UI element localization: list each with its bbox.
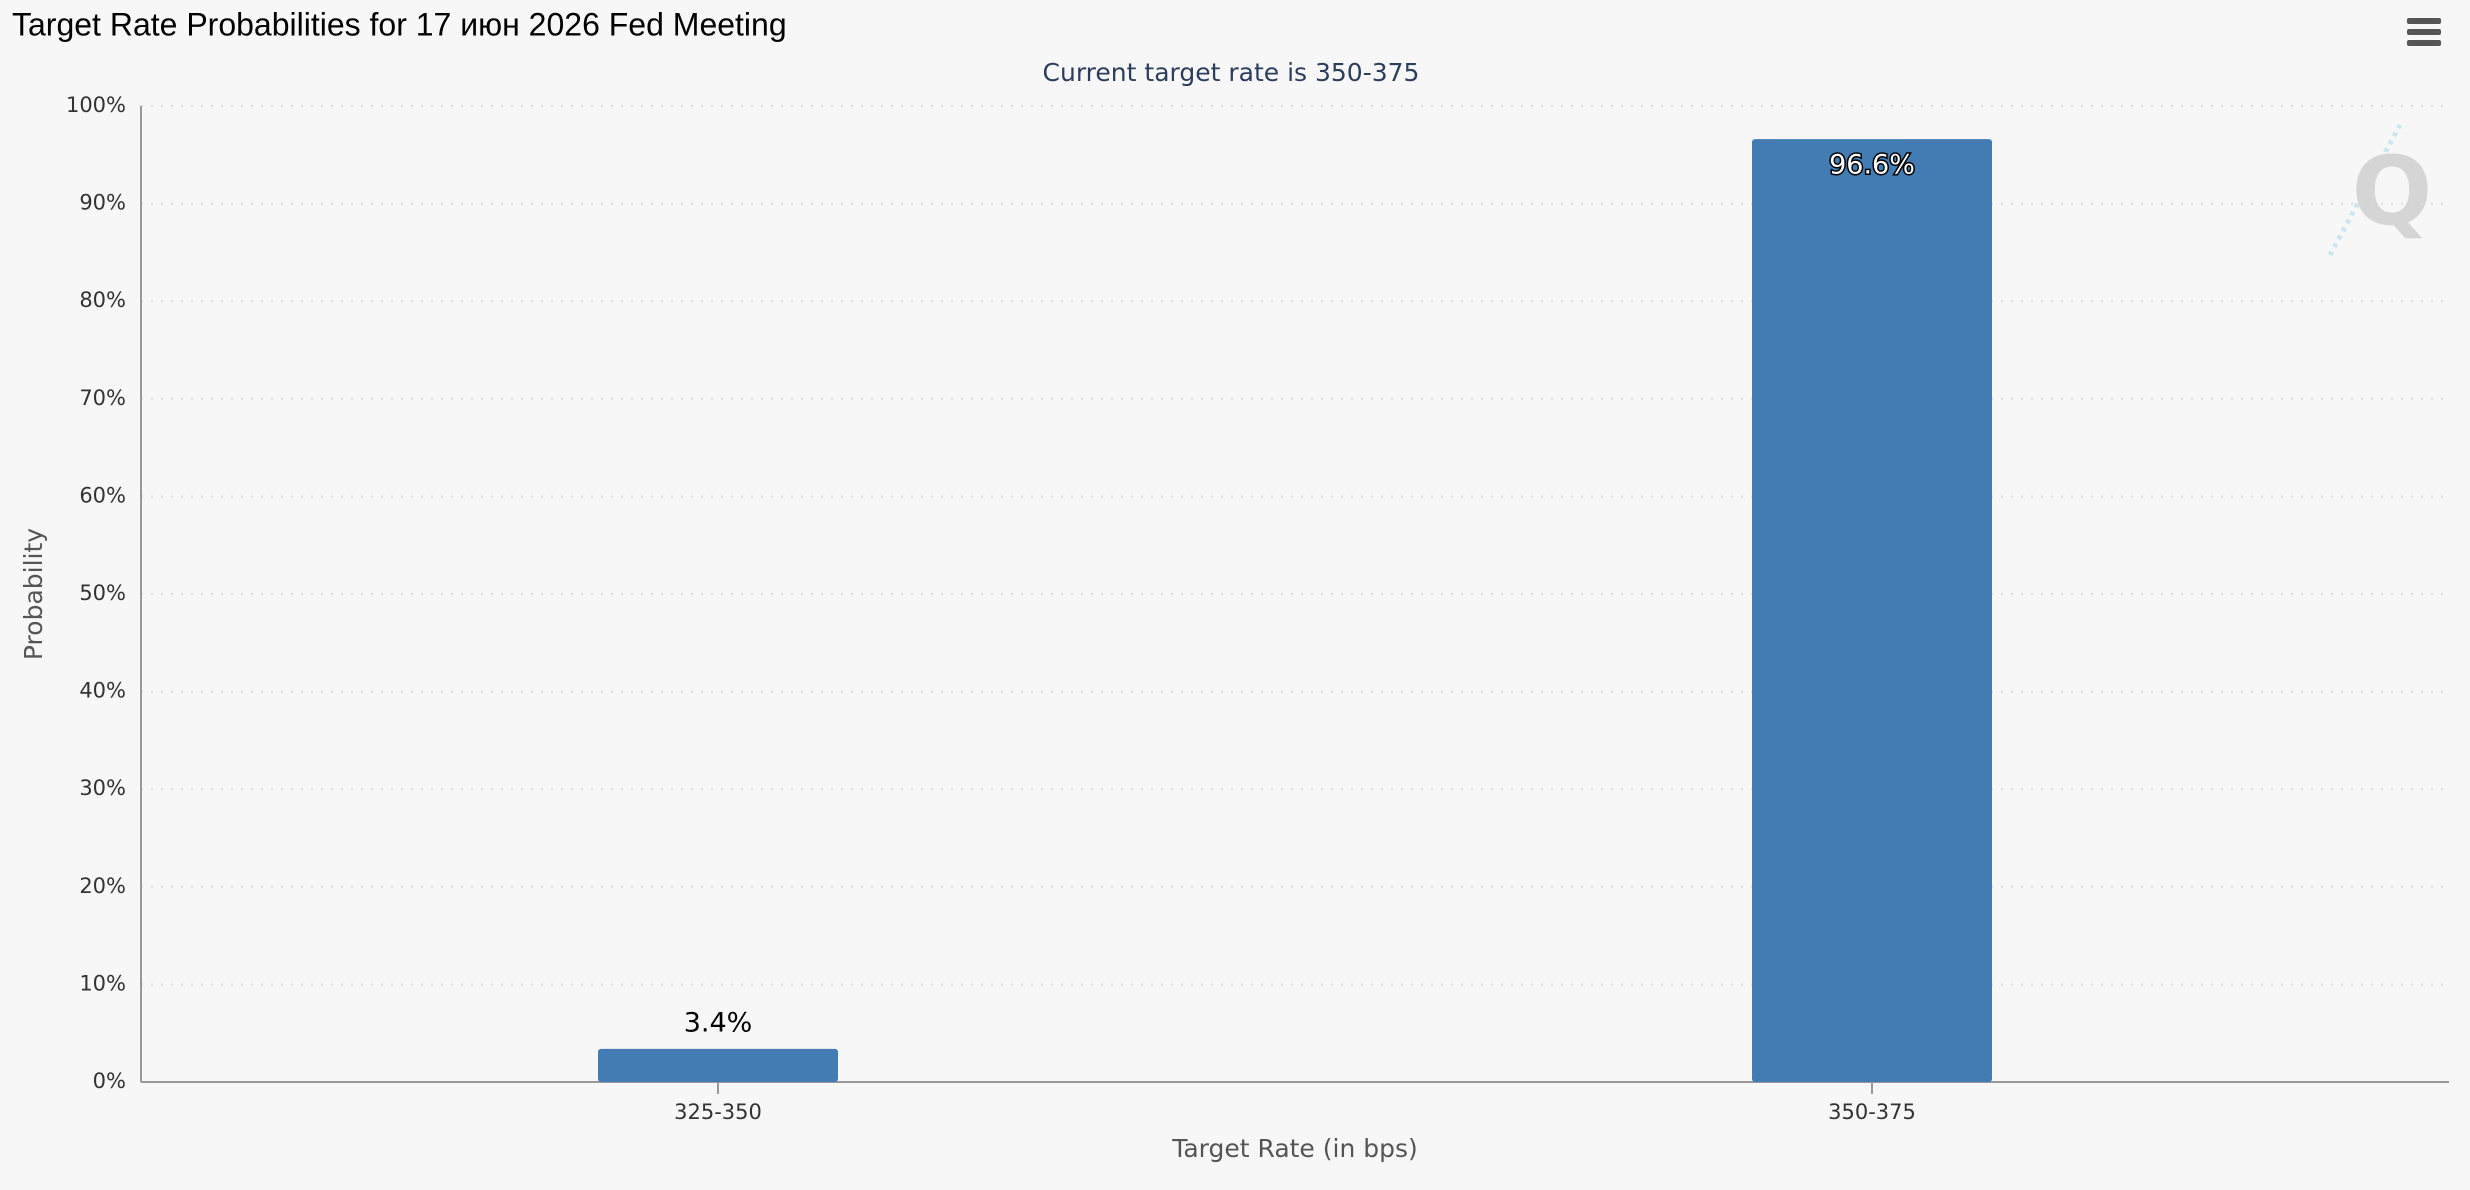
x-axis-title: Target Rate (in bps) xyxy=(1171,1134,1418,1163)
y-tick-label: 100% xyxy=(66,93,126,117)
menu-bar xyxy=(2407,40,2441,46)
data-label: 96.6% xyxy=(1829,150,1915,181)
x-tick-label: 350-375 xyxy=(1828,1100,1916,1124)
y-axis-title: Probability xyxy=(19,528,48,660)
y-tick-label: 70% xyxy=(79,386,126,410)
bar xyxy=(598,1048,838,1082)
y-tick-label: 90% xyxy=(79,191,126,215)
bar xyxy=(1752,139,1992,1082)
menu-bar xyxy=(2407,18,2441,24)
y-tick-label: 30% xyxy=(79,776,126,800)
y-tick-label: 40% xyxy=(79,679,126,703)
chart-title: Target Rate Probabilities for 17 июн 202… xyxy=(12,6,787,42)
y-tick-label: 20% xyxy=(79,874,126,898)
y-tick-label: 0% xyxy=(93,1069,126,1093)
y-tick-label: 10% xyxy=(79,971,126,995)
menu-bar xyxy=(2407,29,2441,35)
x-tick-label: 325-350 xyxy=(674,1100,762,1124)
menu-button[interactable] xyxy=(2407,18,2441,46)
watermark-logo: Q xyxy=(2352,137,2433,247)
y-tick-label: 50% xyxy=(79,581,126,605)
watermark-stripe xyxy=(2327,123,2403,257)
data-label: 3.4% xyxy=(684,1007,753,1038)
y-tick-label: 60% xyxy=(79,483,126,507)
watermark: Q xyxy=(2327,123,2433,257)
chart-subtitle: Current target rate is 350-375 xyxy=(1043,58,1420,87)
y-tick-label: 80% xyxy=(79,288,126,312)
